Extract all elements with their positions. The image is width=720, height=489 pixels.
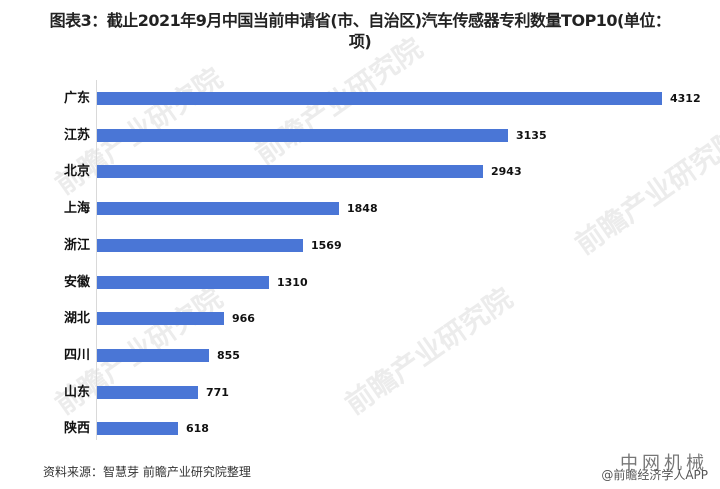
bar [97, 202, 339, 215]
value-label: 1569 [311, 239, 342, 252]
value-label: 618 [186, 422, 209, 435]
watermark: 前瞻产业研究院 [339, 281, 519, 421]
category-label: 山东 [63, 385, 90, 400]
bar [97, 129, 508, 142]
y-axis-line [96, 80, 97, 440]
bar [97, 276, 269, 289]
bar [97, 165, 483, 178]
category-label: 安徽 [63, 275, 90, 290]
category-label: 江苏 [63, 128, 90, 143]
category-label: 广东 [63, 91, 90, 106]
category-label: 湖北 [63, 311, 90, 326]
value-label: 966 [232, 312, 255, 325]
value-label: 855 [217, 349, 240, 362]
value-label: 3135 [516, 129, 547, 142]
value-label: 1310 [277, 276, 308, 289]
value-label: 1848 [347, 202, 378, 215]
category-label: 上海 [63, 201, 90, 216]
category-label: 四川 [63, 348, 90, 363]
bar [97, 312, 224, 325]
value-label: 771 [206, 386, 229, 399]
bar [97, 239, 303, 252]
category-label: 陕西 [63, 421, 90, 436]
bar [97, 92, 662, 105]
value-label: 2943 [491, 165, 522, 178]
value-label: 4312 [670, 92, 701, 105]
bar [97, 422, 178, 435]
chart-title: 图表3：截止2021年9月中国当前申请省(市、自治区)汽车传感器专利数量TOP1… [49, 11, 671, 51]
corner-watermark-bottom: @前瞻经济学人APP [601, 468, 708, 482]
watermark: 前瞻产业研究院 [569, 121, 720, 261]
bar [97, 386, 198, 399]
category-label: 北京 [63, 164, 90, 179]
category-label: 浙江 [63, 238, 90, 253]
corner-watermark-top: 中网机械 [620, 453, 708, 474]
source-note: 资料来源：智慧芽 前瞻产业研究院整理 [43, 465, 251, 479]
bar [97, 349, 209, 362]
